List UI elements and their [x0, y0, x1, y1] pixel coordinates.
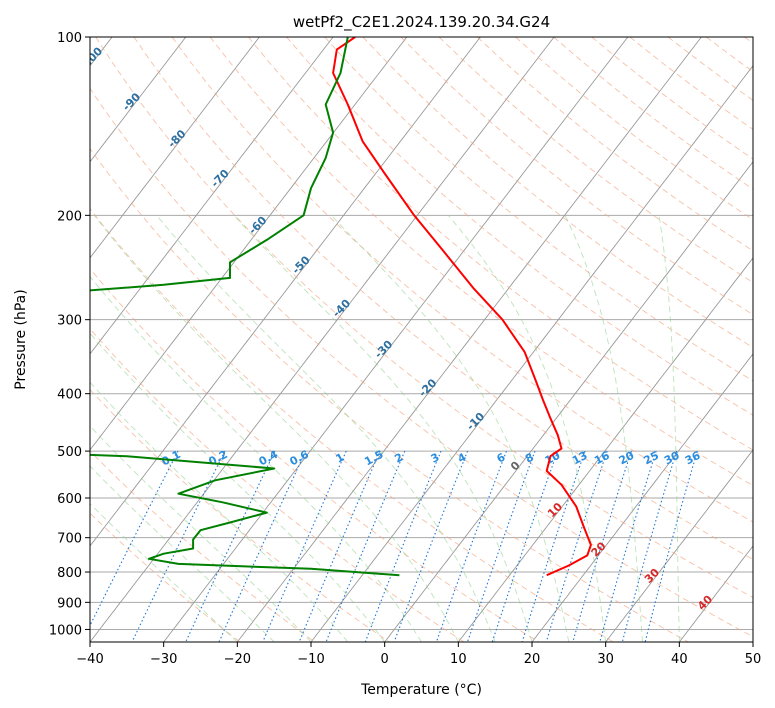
plot-background	[90, 37, 753, 642]
mixing-ratio-label-13: 16	[592, 449, 612, 468]
dry-adiabat-line-13	[286, 37, 753, 416]
x-tick-label-6: 20	[524, 652, 541, 667]
y-tick-label-5: 600	[57, 492, 82, 507]
isotherm-line-13	[163, 37, 629, 642]
y-tick-label-3: 400	[57, 388, 82, 403]
y-tick-label-9: 1000	[49, 623, 82, 638]
isotherm-line-18	[531, 353, 753, 642]
background-lines	[90, 37, 753, 642]
mixing-ratio-line-16	[621, 450, 678, 642]
x-tick-label-5: 10	[450, 652, 467, 667]
isotherm-line-10	[90, 37, 408, 451]
y-tick-label-6: 700	[57, 532, 82, 547]
mixing-ratio-line-7	[364, 450, 442, 642]
moist-adiabat-line-8	[233, 214, 533, 642]
y-tick-label-8: 900	[57, 596, 82, 611]
y-tick-label-1: 200	[57, 209, 82, 224]
mixing-ratio-line-9	[435, 450, 507, 642]
mixing-ratio-labels: 0.1 0.2 0.4 0.6 1 1.5 2 3 4 6 8 10 13 16 20 25 30 36	[159, 448, 702, 469]
y-axis: 100 200 300 400 500 600 700 800 900 1000	[49, 31, 90, 638]
moist-adiabat-line-4	[90, 332, 386, 642]
mixing-ratio-label-16: 30	[662, 449, 682, 468]
dry-adiabat-line-4	[90, 267, 540, 642]
x-tick-label-9: 50	[745, 652, 762, 667]
x-tick-label-8: 40	[671, 652, 688, 667]
mixing-ratio-line-1	[131, 450, 226, 642]
moist-adiabat-line-2	[90, 425, 312, 642]
mixing-ratio-line-15	[599, 450, 657, 642]
x-tick-label-7: 30	[597, 652, 614, 667]
mixing-ratio-line-17	[644, 450, 698, 642]
x-tick-label-1: −30	[150, 652, 177, 667]
dry-adiabat-line-12	[248, 37, 753, 451]
isotherm-line-19	[605, 449, 753, 642]
moist-adiabat-line-10	[447, 215, 607, 642]
dry-adiabat-line-11	[209, 37, 753, 487]
y-tick-label-2: 300	[57, 314, 82, 329]
series-line-1	[90, 37, 400, 577]
moist-adiabat-line-0	[90, 503, 238, 642]
moist-adiabat-line-12	[658, 215, 680, 642]
chart-title: wetPf2_C2E1.2024.139.20.34.G24	[293, 13, 550, 32]
mixing-ratio-label-15: 25	[641, 449, 661, 468]
dry-adiabat-line-1	[90, 450, 315, 642]
isotherm-line-14	[236, 37, 702, 642]
x-axis-label: Temperature (°C)	[360, 682, 482, 698]
mixing-ratio-line-6	[325, 450, 406, 642]
y-tick-label-0: 100	[57, 31, 82, 46]
moist-adiabat-line-6	[94, 215, 459, 642]
isotherm-line-9	[90, 37, 334, 355]
x-tick-label-0: −40	[76, 652, 103, 667]
isotherm-line-21	[752, 641, 753, 642]
dry-adiabat-line-10	[171, 37, 753, 523]
mixing-ratio-line-2	[185, 450, 276, 642]
mixing-ratio-line-12	[521, 450, 586, 642]
y-tick-label-7: 800	[57, 566, 82, 581]
profile-lines	[90, 37, 592, 577]
moist-adiabat-line-7	[156, 215, 496, 642]
mixing-ratio-line-8	[393, 450, 469, 642]
dry-adiabat-line-3	[90, 328, 465, 642]
isotherm-line-11	[90, 37, 481, 547]
x-tick-label-4: 0	[381, 652, 389, 667]
mixing-ratio-label-17: 36	[683, 449, 703, 468]
mixing-ratio-line-0	[90, 450, 179, 627]
moist-adiabat-line-11	[564, 215, 643, 642]
moist-adiabat-line-5	[90, 275, 422, 642]
mixing-ratio-label-12: 13	[570, 449, 590, 468]
series-line-0	[332, 37, 592, 577]
mixing-ratio-line-11	[491, 450, 559, 642]
dry-adiabat-line-5	[90, 207, 614, 642]
x-tick-label-2: −20	[224, 652, 251, 667]
y-tick-label-4: 500	[57, 445, 82, 460]
dry-adiabat-line-7	[90, 87, 753, 638]
mixing-ratio-label-14: 20	[617, 449, 637, 468]
x-axis: −40 −30 −20 −10 0 10 20 30 40 50	[76, 642, 761, 667]
mixing-ratio-line-3	[218, 450, 307, 642]
y-axis-label: Pressure (hPa)	[13, 289, 29, 389]
isotherm-line-12	[90, 37, 555, 642]
moist-adiabat-line-9	[330, 214, 570, 642]
plot-frame	[89, 36, 754, 643]
isotherm-line-16	[384, 161, 753, 642]
x-tick-label-3: −10	[297, 652, 324, 667]
isotherm-line-20	[678, 545, 753, 642]
isotherm-line-17	[457, 257, 753, 642]
mixing-ratio-label-11: 10	[543, 449, 563, 468]
